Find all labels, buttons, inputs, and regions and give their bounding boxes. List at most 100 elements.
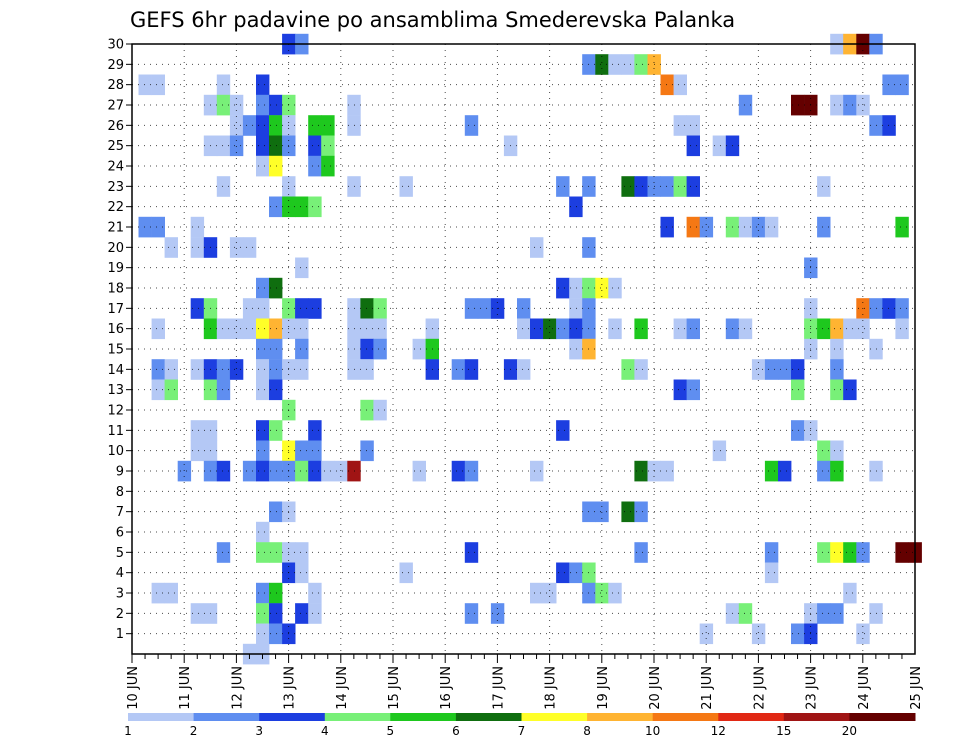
colorbar-segment [718, 713, 785, 721]
y-tick-label: 23 [107, 180, 124, 195]
data-cell [242, 115, 257, 136]
data-cell [295, 257, 309, 279]
data-cell [569, 562, 583, 584]
data-cell [569, 277, 583, 299]
data-cell [595, 582, 609, 604]
x-tick-label: 12 JUN [230, 666, 245, 710]
data-cell [216, 94, 231, 116]
y-tick-label: 11 [107, 424, 124, 439]
data-cell [373, 298, 387, 319]
data-cell [256, 115, 270, 136]
data-cell [791, 379, 805, 401]
data-cell [256, 623, 270, 645]
data-cell [229, 115, 244, 136]
data-cell [830, 542, 844, 563]
data-cell [530, 237, 544, 258]
data-cell [269, 379, 283, 401]
colorbar-label: 1 [124, 724, 132, 738]
y-tick-label: 26 [107, 119, 124, 134]
data-cell [621, 501, 635, 523]
data-cell [751, 359, 766, 380]
data-cell [817, 440, 831, 462]
data-cell [256, 155, 270, 177]
data-cell [595, 54, 609, 75]
x-tick-label: 10 JUN [126, 666, 141, 710]
colorbar-segment [783, 713, 850, 721]
colorbar-segment [521, 713, 588, 721]
data-cell [256, 379, 270, 401]
data-cell [882, 115, 896, 136]
data-cell [229, 318, 244, 340]
data-cell [843, 582, 857, 604]
data-cell [321, 155, 335, 177]
data-cell [791, 623, 805, 645]
y-tick-label: 1 [116, 627, 124, 642]
data-cell [308, 196, 322, 218]
data-cell [373, 338, 387, 360]
colorbar: 1 2 3 4 5 6 7 8 10 12 15 20 [124, 713, 916, 738]
data-cell [190, 298, 205, 319]
data-cell [556, 176, 570, 197]
data-cell [830, 460, 844, 482]
data-cell [164, 379, 178, 401]
data-cell [269, 603, 283, 624]
x-tick-label: 11 JUN [178, 666, 193, 710]
x-tick-label: 14 JUN [335, 666, 350, 710]
data-cell [360, 440, 374, 462]
data-cell [295, 298, 309, 319]
y-tick-label: 7 [116, 505, 124, 520]
y-tick-label: 10 [107, 444, 124, 459]
data-cell [190, 603, 205, 624]
data-cell [764, 216, 779, 238]
data-cell [621, 359, 635, 380]
data-cell [242, 460, 257, 482]
data-cell [817, 603, 831, 624]
data-cell [621, 54, 635, 75]
colorbar-segment [849, 713, 916, 721]
data-cell [151, 74, 165, 96]
data-cell [882, 74, 896, 96]
data-cell [321, 115, 335, 136]
data-cell [229, 359, 244, 380]
data-cell [530, 582, 544, 604]
y-tick-label: 21 [107, 221, 124, 236]
data-cell [608, 582, 622, 604]
data-cell [308, 155, 322, 177]
data-cell [216, 379, 231, 401]
data-cell [295, 460, 309, 482]
x-tick-label: 13 JUN [283, 666, 298, 710]
colorbar-label: 10 [645, 724, 660, 738]
data-cell [451, 359, 466, 380]
data-cell [751, 216, 766, 238]
data-cell [360, 338, 374, 360]
data-cell [569, 338, 583, 360]
data-cell [308, 460, 322, 482]
colorbar-label: 7 [518, 724, 526, 738]
data-cell [738, 216, 753, 238]
data-cell [791, 420, 805, 441]
data-cell [269, 338, 283, 360]
y-tick-label: 25 [107, 139, 124, 154]
data-cell [464, 359, 479, 380]
data-cell [699, 623, 714, 645]
x-axis: 10 JUN 11 JUN 12 JUN 13 JUN 14 JUN 15 JUN 16 J… [126, 654, 924, 710]
data-cell [817, 216, 831, 238]
data-cell [778, 359, 792, 380]
data-cell [856, 94, 870, 116]
data-cell [256, 74, 270, 96]
x-tick-label: 18 JUN [544, 666, 559, 710]
data-cell [151, 318, 165, 340]
data-cell [360, 399, 374, 421]
data-cell [256, 542, 270, 563]
x-tick-label: 20 JUN [648, 666, 663, 710]
data-cell [673, 318, 687, 340]
data-cell [673, 176, 687, 197]
data-cell [464, 115, 479, 136]
data-cell [464, 298, 479, 319]
data-cell [295, 318, 309, 340]
data-cell [517, 318, 531, 340]
data-cell [595, 277, 609, 299]
data-cell [791, 94, 805, 116]
data-cell [256, 420, 270, 441]
data-cell [269, 623, 283, 645]
